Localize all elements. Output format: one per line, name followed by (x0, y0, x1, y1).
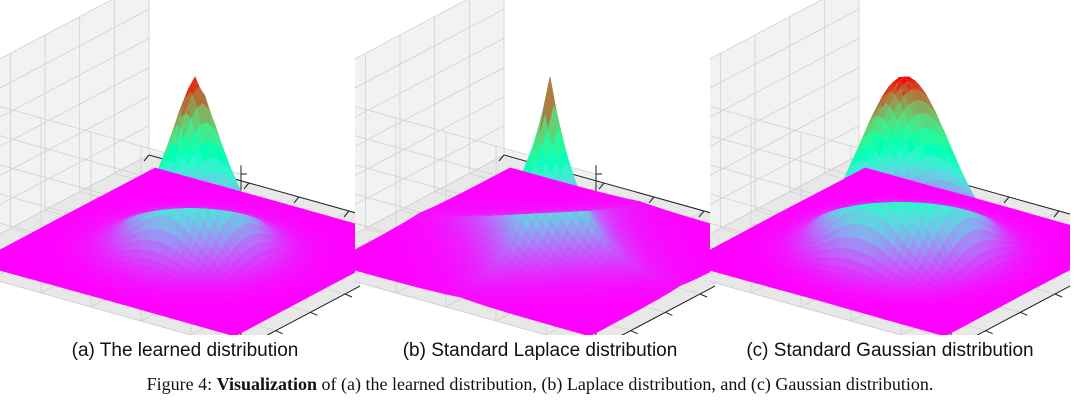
surface (355, 76, 715, 335)
x-tick (498, 154, 505, 162)
grid-line (0, 0, 242, 175)
y-tick (665, 311, 673, 316)
surface (710, 76, 1070, 335)
x-tick (648, 196, 655, 204)
surface-plot-laplace (355, 0, 715, 335)
y-tick (1020, 311, 1028, 316)
x-tick (1053, 210, 1060, 218)
x-tick (293, 196, 300, 204)
x-tick (243, 182, 250, 190)
grid-line (710, 154, 903, 335)
grid-line (710, 0, 952, 175)
grid-line (355, 154, 548, 335)
y-tick (630, 330, 638, 335)
panel-b (355, 0, 715, 335)
y-tick (985, 330, 993, 335)
y-tick (699, 293, 708, 298)
panel-a (0, 0, 360, 335)
x-tick (343, 210, 350, 218)
y-tick (310, 311, 318, 316)
grid-line (355, 0, 597, 175)
y-tick (1054, 293, 1063, 298)
grid-line (0, 154, 193, 335)
x-tick (1003, 196, 1010, 204)
panel-c (710, 0, 1070, 335)
y-tick (275, 330, 283, 335)
surface-plot-gaussian (710, 0, 1070, 335)
surface-plot-learned (0, 0, 360, 335)
surface (0, 76, 360, 335)
x-tick (598, 182, 605, 190)
x-tick (698, 210, 705, 218)
y-tick (344, 293, 353, 298)
x-tick (143, 154, 150, 162)
